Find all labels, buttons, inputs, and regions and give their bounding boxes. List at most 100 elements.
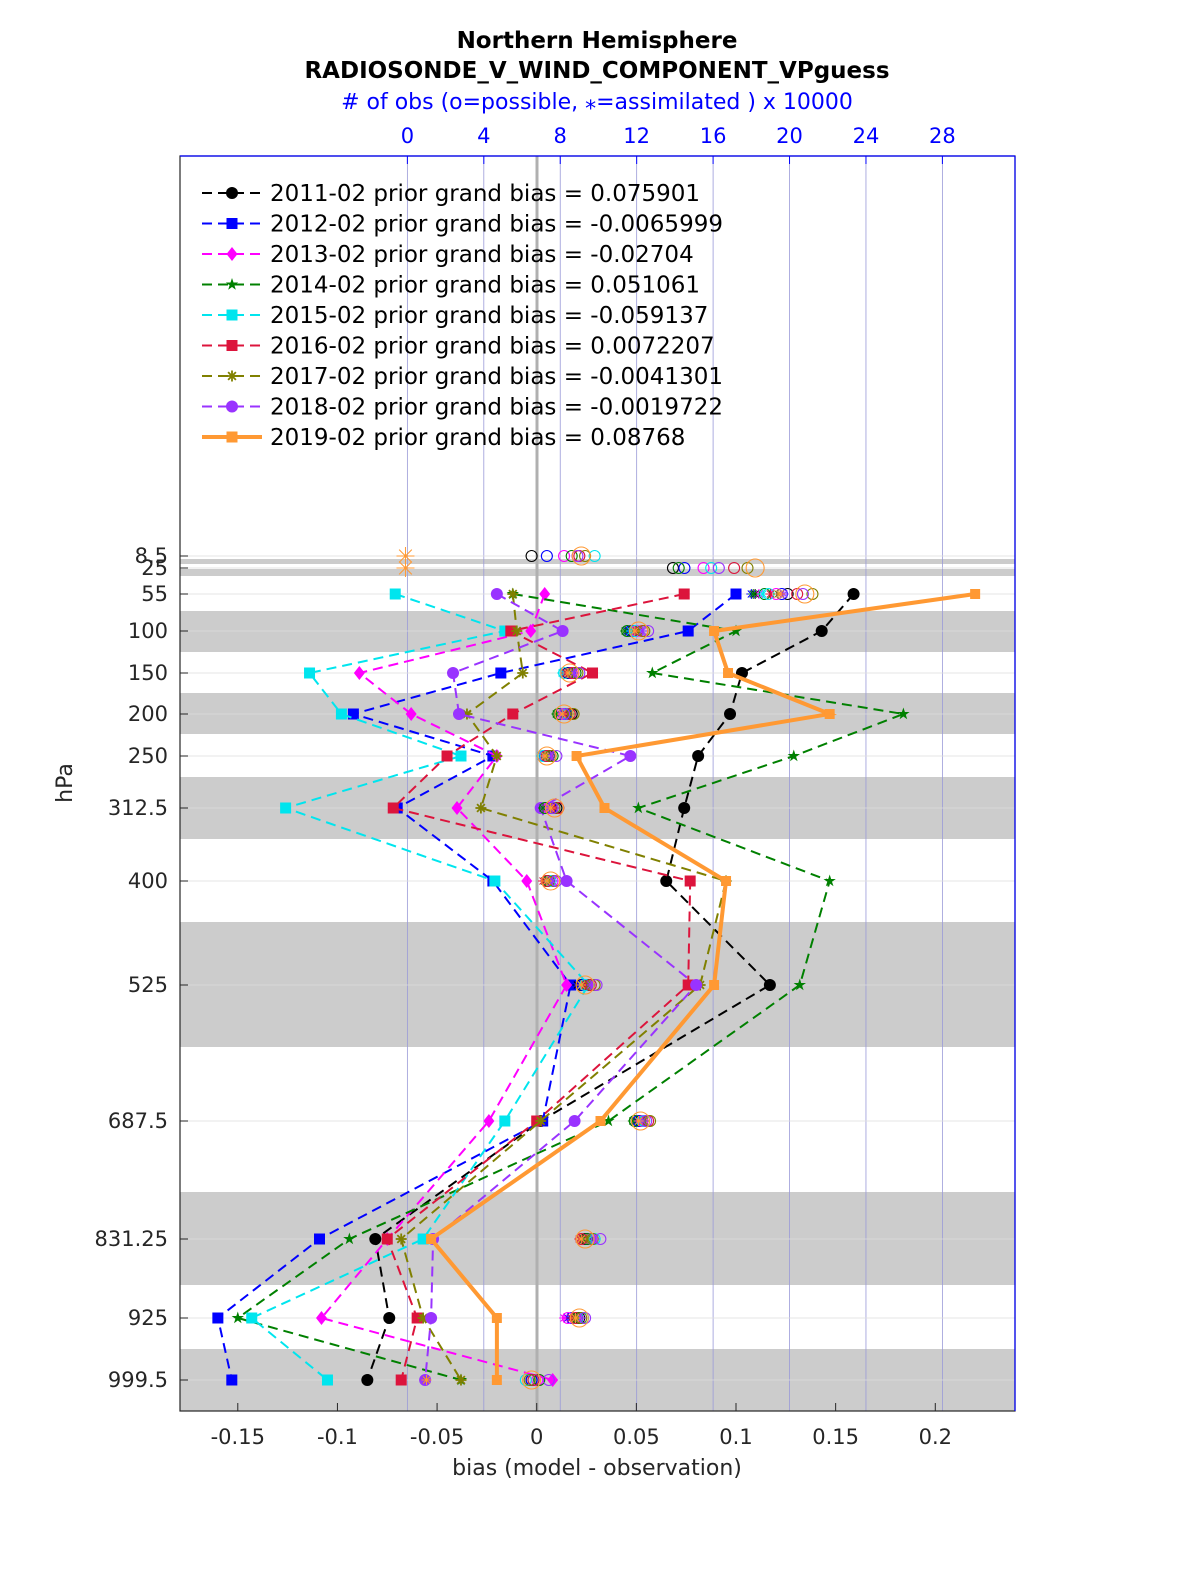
y-axis-label: hPa	[53, 763, 78, 803]
layer-band	[180, 559, 1015, 564]
obs-assimilated-marker	[559, 1313, 570, 1323]
data-point	[660, 875, 673, 887]
legend-label: 2017-02 prior grand bias = -0.0041301	[270, 364, 723, 390]
data-point	[280, 802, 292, 814]
y-tick-label: 687.5	[108, 1109, 168, 1133]
obs-possible-marker	[565, 549, 578, 563]
y-tick-label: 8.5	[135, 544, 168, 568]
obs-assimilated-marker	[633, 1116, 644, 1126]
layer-band	[180, 611, 1015, 652]
legend-marker	[226, 218, 238, 229]
legend-label: 2013-02 prior grand bias = -0.02704	[270, 242, 694, 268]
data-point	[417, 1233, 429, 1245]
obs-assimilated-marker	[421, 1375, 432, 1385]
obs-possible-marker	[544, 798, 565, 818]
data-point	[389, 588, 401, 600]
top-tick-label: 12	[623, 124, 650, 148]
data-point	[709, 626, 720, 636]
y-tick-label: 100	[128, 619, 168, 643]
data-point	[560, 875, 573, 887]
data-point	[335, 708, 347, 720]
data-point	[395, 1374, 407, 1386]
data-point	[730, 588, 742, 600]
obs-possible-marker	[795, 584, 815, 604]
data-point	[535, 1115, 547, 1127]
legend-marker	[226, 187, 238, 199]
data-point	[441, 750, 453, 762]
obs-assimilated-marker	[576, 1234, 587, 1244]
data-point	[475, 802, 487, 814]
obs-possible-marker	[569, 1308, 589, 1328]
data-point	[425, 1312, 438, 1324]
obs-possible-marker	[705, 561, 718, 575]
y-tick-label: 150	[128, 661, 168, 685]
data-point	[490, 588, 503, 600]
series-line	[386, 593, 692, 1381]
obs-possible-marker	[629, 621, 649, 641]
data-point	[847, 588, 860, 600]
data-point	[678, 802, 691, 814]
top-tick-label: 24	[853, 124, 880, 148]
x-tick-label: 0.2	[919, 1425, 952, 1449]
data-point	[556, 625, 569, 637]
obs-assimilated-marker	[545, 803, 556, 813]
data-point	[315, 1311, 327, 1325]
data-point	[723, 668, 734, 678]
data-point	[483, 1114, 495, 1128]
y-tick-label: 831.25	[95, 1227, 168, 1251]
data-point	[395, 1233, 407, 1245]
obs-possible-marker	[630, 1111, 651, 1131]
data-point	[491, 1313, 502, 1323]
chart-subtitle: RADIOSONDE_V_WIND_COMPONENT_VPguess	[304, 58, 889, 84]
obs-possible-marker	[672, 561, 685, 575]
obs-possible-marker	[523, 1373, 536, 1387]
series-line	[424, 593, 698, 1381]
data-point	[521, 874, 533, 888]
obs-assimilated-marker	[629, 626, 640, 636]
obs-possible-marker	[712, 561, 725, 575]
obs-possible-marker	[745, 558, 765, 578]
y-tick-label: 525	[128, 973, 168, 997]
data-point	[793, 978, 806, 991]
data-point	[682, 625, 694, 637]
obs-assimilated-marker	[396, 559, 415, 577]
obs-possible-marker	[697, 561, 710, 575]
y-tick-label: 400	[128, 869, 168, 893]
legend: 2011-02 prior grand bias = 0.075901 2012-…	[202, 181, 723, 451]
data-point	[383, 1312, 396, 1324]
obs-assimilated-marker	[547, 876, 558, 886]
data-point	[246, 1312, 258, 1324]
data-point	[561, 978, 573, 992]
data-point	[353, 666, 365, 680]
obs-assimilated-marker	[774, 589, 785, 599]
legend-label: 2012-02 prior grand bias = -0.0065999	[270, 212, 723, 238]
legend-marker	[226, 309, 238, 321]
obs-possible-marker	[571, 546, 591, 566]
data-point	[381, 1233, 393, 1245]
data-point	[682, 979, 694, 991]
data-point	[517, 667, 529, 679]
data-point	[815, 625, 828, 637]
data-point	[646, 666, 659, 679]
data-point	[624, 750, 637, 762]
data-point	[369, 1233, 382, 1245]
top-tick-label: 8	[554, 124, 567, 148]
obs-possible-marker	[525, 549, 538, 563]
series-group	[395, 588, 732, 1386]
data-point	[692, 750, 705, 762]
data-point	[602, 1114, 615, 1127]
layer-bands	[180, 559, 1015, 1411]
legend-label: 2018-02 prior grand bias = -0.0019722	[270, 395, 723, 421]
obs-assimilated-marker	[562, 668, 573, 678]
legend-label: 2011-02 prior grand bias = 0.075901	[270, 181, 700, 207]
x-tick-label: 0	[530, 1425, 543, 1449]
data-point	[823, 874, 836, 887]
obs-assimilated-marker	[765, 589, 776, 599]
top-tick-label: 28	[929, 124, 956, 148]
data-point	[599, 803, 610, 813]
x-axis-label: bias (model - observation)	[452, 1456, 742, 1481]
data-point	[571, 751, 582, 761]
x-tick-label: 0.1	[719, 1425, 752, 1449]
y-tick-label: 55	[141, 582, 168, 606]
